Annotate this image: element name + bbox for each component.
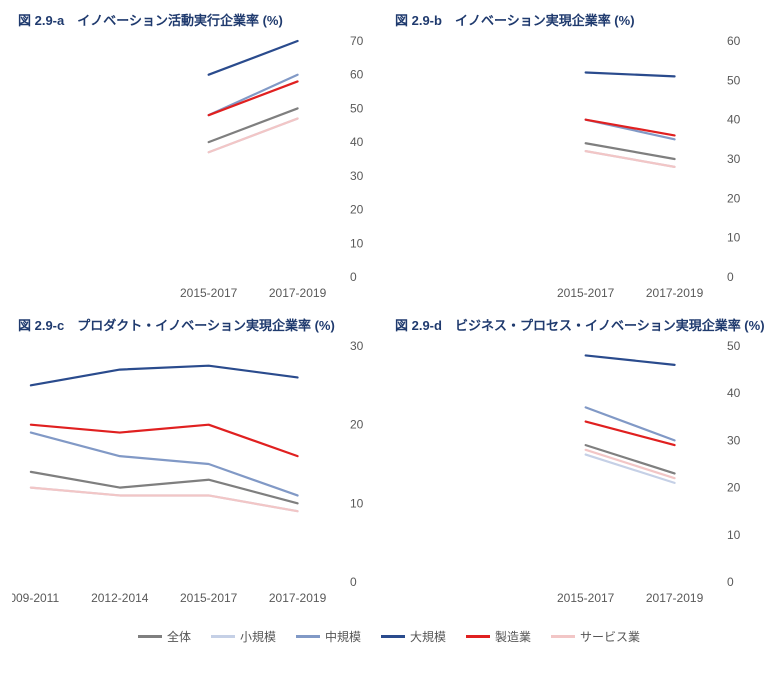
svg-text:40: 40: [727, 386, 741, 400]
panel-a: 図 2.9-a イノベーション活動実行企業率 (%) 0 10 20 30 40 50 60…: [12, 10, 389, 315]
panel-b: 図 2.9-b イノベーション実現企業率 (%) 0 10 20 30 40 50 60 20…: [389, 10, 766, 315]
panel-c: 図 2.9-c プロダクト・イノベーション実現企業率 (%) 0 10 20 30 20…: [12, 315, 389, 620]
swatch-large: [381, 635, 405, 638]
svg-text:0: 0: [727, 575, 734, 589]
svg-text:2015-2017: 2015-2017: [180, 591, 238, 605]
svg-text:2015-2017: 2015-2017: [180, 286, 238, 300]
legend-item-service: サービス業: [551, 628, 640, 645]
swatch-service: [551, 635, 575, 638]
svg-text:10: 10: [350, 236, 364, 250]
panel-b-title: 図 2.9-b イノベーション実現企業率 (%): [389, 10, 766, 29]
svg-text:50: 50: [350, 101, 364, 115]
svg-text:10: 10: [727, 528, 741, 542]
legend-label-manufacturing: 製造業: [495, 628, 531, 645]
panel-c-title: 図 2.9-c プロダクト・イノベーション実現企業率 (%): [12, 315, 389, 334]
legend: 全体 小規模 中規模 大規模 製造業 サービス業: [0, 620, 778, 655]
svg-text:20: 20: [727, 191, 741, 205]
svg-text:0: 0: [350, 270, 357, 284]
swatch-manufacturing: [466, 635, 490, 638]
chart-grid: 図 2.9-a イノベーション活動実行企業率 (%) 0 10 20 30 40 50 60…: [0, 0, 778, 620]
legend-label-medium: 中規模: [325, 628, 361, 645]
svg-text:40: 40: [727, 113, 741, 127]
svg-text:20: 20: [727, 481, 741, 495]
panel-a-title: 図 2.9-a イノベーション活動実行企業率 (%): [12, 10, 389, 29]
svg-text:30: 30: [727, 152, 741, 166]
chart-d: 0 10 20 30 40 50 2015-2017 2017-2019: [389, 340, 759, 610]
svg-text:10: 10: [727, 231, 741, 245]
svg-text:0: 0: [727, 270, 734, 284]
svg-text:60: 60: [727, 35, 741, 48]
svg-text:2017-2019: 2017-2019: [646, 286, 704, 300]
svg-text:20: 20: [350, 203, 364, 217]
chart-c: 0 10 20 30 2009-2011 2012-2014 2015-2017 2017-2…: [12, 340, 382, 610]
svg-text:70: 70: [350, 35, 364, 48]
svg-text:0: 0: [350, 575, 357, 589]
legend-label-service: サービス業: [580, 628, 640, 645]
svg-text:2017-2019: 2017-2019: [646, 591, 704, 605]
svg-text:2015-2017: 2015-2017: [557, 591, 615, 605]
legend-label-all: 全体: [167, 628, 191, 645]
legend-item-medium: 中規模: [296, 628, 361, 645]
legend-item-large: 大規模: [381, 628, 446, 645]
swatch-medium: [296, 635, 320, 638]
legend-label-large: 大規模: [410, 628, 446, 645]
svg-text:30: 30: [350, 340, 364, 353]
legend-item-small: 小規模: [211, 628, 276, 645]
panel-d-title: 図 2.9-d ビジネス・プロセス・イノベーション実現企業率 (%): [389, 315, 766, 334]
svg-text:20: 20: [350, 418, 364, 432]
swatch-small: [211, 635, 235, 638]
svg-text:30: 30: [727, 433, 741, 447]
svg-text:50: 50: [727, 340, 741, 353]
svg-text:2017-2019: 2017-2019: [269, 591, 327, 605]
swatch-all: [138, 635, 162, 638]
chart-a: 0 10 20 30 40 50 60 70 2015-2017 2017-2019: [12, 35, 382, 305]
svg-text:30: 30: [350, 169, 364, 183]
svg-text:40: 40: [350, 135, 364, 149]
panel-d: 図 2.9-d ビジネス・プロセス・イノベーション実現企業率 (%) 0 10 20…: [389, 315, 766, 620]
svg-text:50: 50: [727, 73, 741, 87]
svg-text:2015-2017: 2015-2017: [557, 286, 615, 300]
svg-text:60: 60: [350, 68, 364, 82]
legend-item-manufacturing: 製造業: [466, 628, 531, 645]
svg-text:2017-2019: 2017-2019: [269, 286, 327, 300]
svg-text:10: 10: [350, 496, 364, 510]
svg-text:2009-2011: 2009-2011: [12, 591, 59, 605]
legend-label-small: 小規模: [240, 628, 276, 645]
chart-b: 0 10 20 30 40 50 60 2015-2017 2017-2019: [389, 35, 759, 305]
svg-text:2012-2014: 2012-2014: [91, 591, 149, 605]
legend-item-all: 全体: [138, 628, 191, 645]
